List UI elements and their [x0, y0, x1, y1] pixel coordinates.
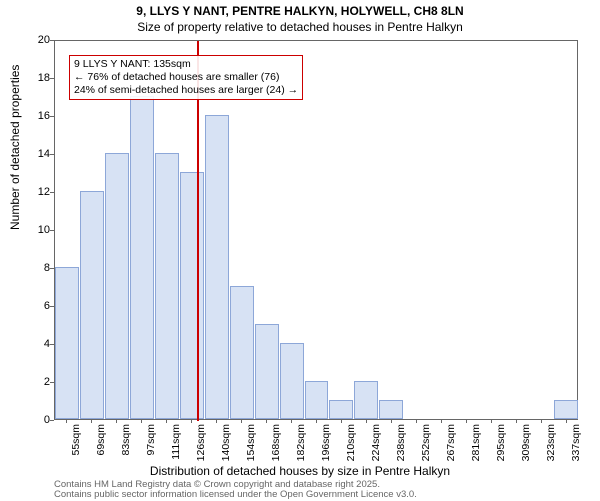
- y-tick-label: 16: [10, 110, 50, 122]
- x-tick: [516, 419, 517, 423]
- histogram-bar: [130, 96, 154, 419]
- x-tick-label: 55sqm: [70, 424, 82, 456]
- annot-line-1: 9 LLYS Y NANT: 135sqm: [74, 58, 298, 71]
- x-tick-label: 69sqm: [95, 424, 107, 456]
- y-tick: [50, 420, 54, 421]
- x-tick: [416, 419, 417, 423]
- x-tick-label: 111sqm: [170, 424, 182, 460]
- x-tick-label: 281sqm: [470, 424, 482, 461]
- histogram-bar: [180, 172, 204, 419]
- histogram-bar: [230, 286, 254, 419]
- plot-box: 9 LLYS Y NANT: 135sqm← 76% of detached h…: [54, 40, 578, 420]
- y-tick: [50, 344, 54, 345]
- y-tick: [50, 154, 54, 155]
- y-tick-label: 4: [10, 338, 50, 350]
- histogram-bar: [305, 381, 329, 419]
- x-tick: [66, 419, 67, 423]
- y-tick-label: 10: [10, 224, 50, 236]
- x-tick: [491, 419, 492, 423]
- histogram-bar: [255, 324, 279, 419]
- x-tick-label: 267sqm: [445, 424, 457, 461]
- x-tick: [566, 419, 567, 423]
- histogram-bar: [329, 400, 353, 419]
- chart-subtitle: Size of property relative to detached ho…: [0, 20, 600, 34]
- x-tick-label: 154sqm: [245, 424, 257, 461]
- histogram-bar: [280, 343, 304, 419]
- x-tick-label: 140sqm: [220, 424, 232, 461]
- y-tick-label: 14: [10, 148, 50, 160]
- histogram-bar: [205, 115, 229, 419]
- footnote: Contains HM Land Registry data © Crown c…: [54, 480, 417, 501]
- histogram-bar: [105, 153, 129, 419]
- footnote-line-2: Contains public sector information licen…: [54, 490, 417, 500]
- chart-plot-area: 9 LLYS Y NANT: 135sqm← 76% of detached h…: [54, 40, 578, 420]
- histogram-bar: [55, 267, 79, 419]
- x-tick-label: 323sqm: [545, 424, 557, 461]
- x-tick: [141, 419, 142, 423]
- x-tick: [266, 419, 267, 423]
- x-tick-label: 168sqm: [270, 424, 282, 461]
- y-tick: [50, 268, 54, 269]
- histogram-bar: [354, 381, 378, 419]
- annot-line-2: ← 76% of detached houses are smaller (76…: [74, 71, 298, 84]
- y-tick: [50, 40, 54, 41]
- x-tick: [391, 419, 392, 423]
- y-tick: [50, 192, 54, 193]
- x-tick-label: 295sqm: [495, 424, 507, 461]
- x-tick-label: 238sqm: [395, 424, 407, 461]
- y-tick-label: 8: [10, 262, 50, 274]
- y-tick-label: 18: [10, 72, 50, 84]
- x-tick: [541, 419, 542, 423]
- y-tick: [50, 230, 54, 231]
- x-tick: [91, 419, 92, 423]
- histogram-bar: [379, 400, 403, 419]
- x-tick: [166, 419, 167, 423]
- x-tick: [441, 419, 442, 423]
- y-tick-label: 20: [10, 34, 50, 46]
- x-tick-label: 309sqm: [520, 424, 532, 461]
- x-tick: [191, 419, 192, 423]
- histogram-bar: [554, 400, 578, 419]
- x-axis-label: Distribution of detached houses by size …: [0, 464, 600, 478]
- x-tick-label: 210sqm: [345, 424, 357, 461]
- y-tick-label: 6: [10, 300, 50, 312]
- y-tick: [50, 116, 54, 117]
- y-tick: [50, 78, 54, 79]
- x-tick-label: 337sqm: [570, 424, 582, 461]
- annot-line-3: 24% of semi-detached houses are larger (…: [74, 84, 298, 97]
- x-tick-label: 252sqm: [420, 424, 432, 461]
- y-tick: [50, 306, 54, 307]
- chart-title: 9, LLYS Y NANT, PENTRE HALKYN, HOLYWELL,…: [0, 4, 600, 18]
- x-tick-label: 224sqm: [370, 424, 382, 461]
- y-tick-label: 12: [10, 186, 50, 198]
- x-tick: [216, 419, 217, 423]
- x-tick: [241, 419, 242, 423]
- histogram-bar: [155, 153, 179, 419]
- x-tick: [466, 419, 467, 423]
- histogram-bar: [80, 191, 104, 419]
- x-tick-label: 97sqm: [145, 424, 157, 456]
- y-tick: [50, 382, 54, 383]
- y-tick-label: 0: [10, 414, 50, 426]
- x-tick: [341, 419, 342, 423]
- x-tick-label: 83sqm: [120, 424, 132, 456]
- x-tick: [116, 419, 117, 423]
- x-tick: [291, 419, 292, 423]
- x-tick-label: 182sqm: [295, 424, 307, 461]
- y-tick-label: 2: [10, 376, 50, 388]
- x-tick: [316, 419, 317, 423]
- x-tick-label: 126sqm: [195, 424, 207, 461]
- x-tick-label: 196sqm: [320, 424, 332, 461]
- x-tick: [366, 419, 367, 423]
- annotation-box: 9 LLYS Y NANT: 135sqm← 76% of detached h…: [69, 55, 303, 100]
